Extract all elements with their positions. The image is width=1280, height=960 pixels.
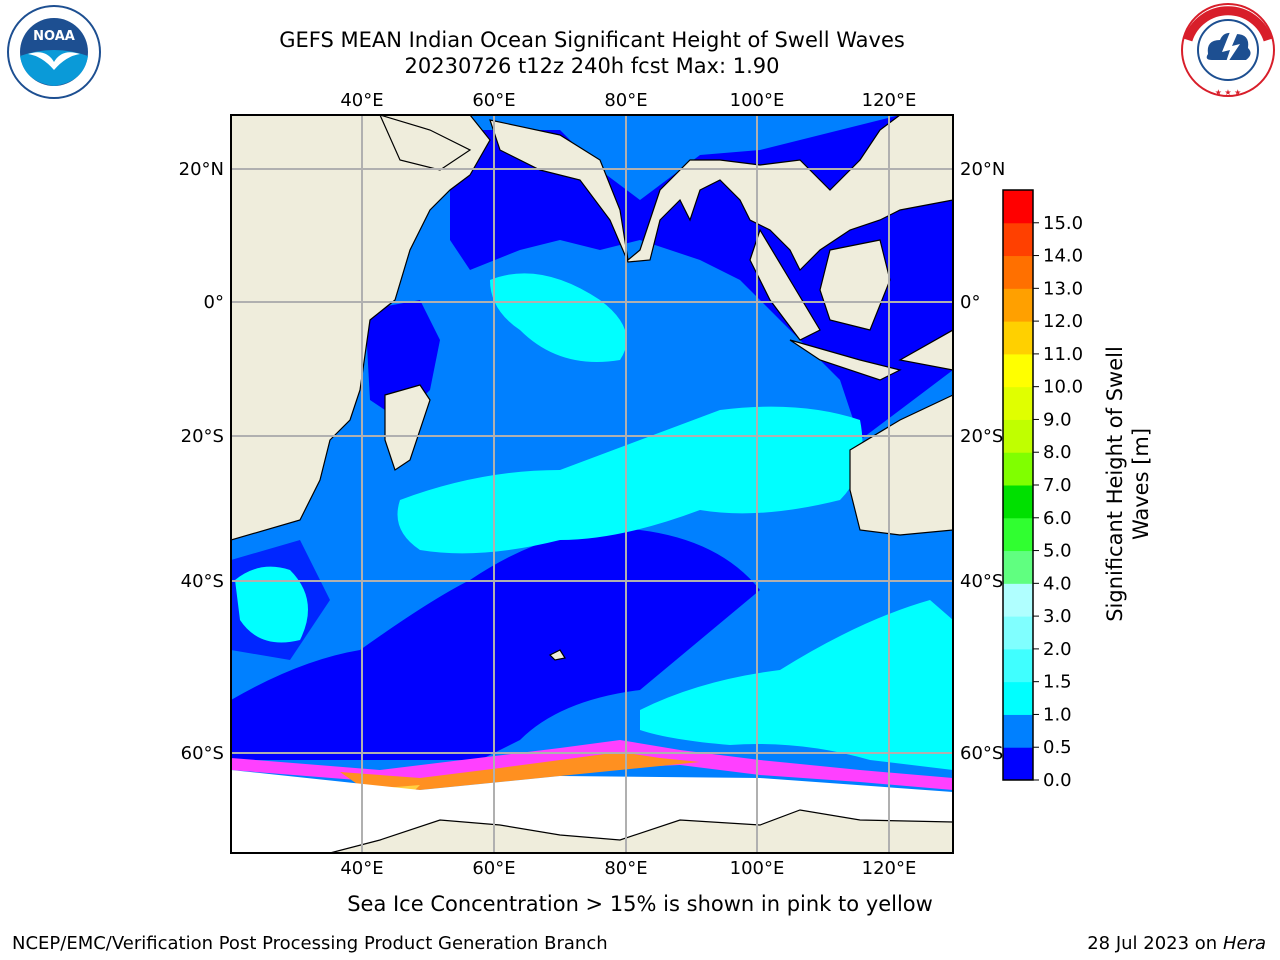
footer-date-text: 28 Jul 2023 on: [1087, 933, 1223, 954]
lat-tick-left: 20°S: [181, 426, 224, 447]
colorbar-segment: [1003, 288, 1033, 322]
colorbar-tick-label: 8.0: [1043, 442, 1072, 463]
colorbar-tick-label: 3.0: [1043, 606, 1072, 627]
colorbar-tick-label: 4.0: [1043, 573, 1072, 594]
svg-text:NOAA: NOAA: [33, 29, 75, 44]
lon-tick-bottom: 40°E: [340, 858, 383, 879]
colorbar-tick-label: 14.0: [1043, 246, 1083, 267]
colorbar-segment: [1003, 190, 1033, 224]
colorbar-tick-label: 6.0: [1043, 508, 1072, 529]
lat-tick-right: 20°S: [960, 426, 1003, 447]
colorbar-label-line2: Waves [m]: [1129, 427, 1153, 541]
lon-tick-bottom: 80°E: [604, 858, 647, 879]
nws-logo-icon: ★ ★ ★: [1181, 3, 1275, 97]
colorbar-tick-label: 15.0: [1043, 213, 1083, 234]
lon-tick-bottom: 60°E: [472, 858, 515, 879]
footer-branch: NCEP/EMC/Verification Post Processing Pr…: [12, 933, 608, 954]
sea-ice-caption: Sea Ice Concentration > 15% is shown in …: [347, 892, 933, 916]
colorbar-segment: [1003, 714, 1033, 748]
svg-text:★ ★ ★: ★ ★ ★: [1215, 88, 1242, 97]
colorbar-segment: [1003, 681, 1033, 715]
footer-host: Hera: [1222, 933, 1266, 954]
colorbar-segment: [1003, 321, 1033, 355]
map-gridlines: [231, 115, 953, 853]
colorbar-tick-label: 1.5: [1043, 672, 1072, 693]
chart-subtitle: 20230726 t12z 240h fcst Max: 1.90: [404, 54, 780, 78]
footer-date: 28 Jul 2023 on Hera: [1087, 933, 1266, 954]
colorbar-segment: [1003, 550, 1033, 584]
lat-tick-right: 20°N: [960, 159, 1005, 180]
chart-title: GEFS MEAN Indian Ocean Significant Heigh…: [279, 28, 905, 52]
lat-tick-left: 20°N: [179, 159, 224, 180]
colorbar-tick-label: 7.0: [1043, 475, 1072, 496]
map-plot-area: [231, 115, 953, 853]
colorbar-segment: [1003, 517, 1033, 552]
lon-tick-bottom: 100°E: [730, 858, 785, 879]
lon-tick-top: 120°E: [862, 90, 917, 111]
colorbar-segment: [1003, 255, 1033, 289]
colorbar-tick-label: 11.0: [1043, 344, 1083, 365]
swell-band-1.0-1.5: [235, 273, 953, 770]
colorbar-tick-label: 5.0: [1043, 541, 1072, 562]
colorbar-tick-label: 0.0: [1043, 770, 1072, 791]
map-frame: [230, 114, 954, 854]
colorbar-segment: [1003, 747, 1033, 781]
lon-tick-top: 60°E: [472, 90, 515, 111]
colorbar: 0.0 0.5 1.0 1.5 2.0 3.0 4.0 5.0 6.0 7.0 8.0 9.0 10.0…: [1002, 189, 1083, 791]
lat-tick-left: 40°S: [181, 571, 224, 592]
colorbar-segment: [1003, 353, 1033, 388]
noaa-logo-icon: NOAA: [7, 5, 101, 99]
lon-tick-bottom: 120°E: [862, 858, 917, 879]
lon-tick-top: 40°E: [340, 90, 383, 111]
colorbar-tick-label: 12.0: [1043, 311, 1083, 332]
colorbar-segment: [1003, 386, 1033, 420]
colorbar-tick-label: 2.0: [1043, 639, 1072, 660]
colorbar-segment: [1003, 485, 1033, 519]
colorbar-tick-label: 0.5: [1043, 737, 1072, 758]
colorbar-tick-label: 1.0: [1043, 704, 1072, 725]
colorbar-tick-label: 13.0: [1043, 278, 1083, 299]
colorbar-segment: [1003, 452, 1033, 486]
lat-tick-left: 0°: [204, 292, 224, 313]
land-masses: [231, 115, 953, 853]
lon-tick-top: 100°E: [730, 90, 785, 111]
colorbar-segment: [1003, 616, 1033, 650]
lat-tick-right: 0°: [960, 292, 980, 313]
lat-tick-right: 40°S: [960, 571, 1003, 592]
lon-tick-top: 80°E: [604, 90, 647, 111]
colorbar-label-line1: Significant Height of Swell: [1103, 346, 1127, 622]
colorbar-segment: [1003, 222, 1033, 257]
lat-tick-right: 60°S: [960, 743, 1003, 764]
lat-tick-left: 60°S: [181, 743, 224, 764]
colorbar-segment: [1003, 648, 1033, 683]
colorbar-segment: [1003, 419, 1033, 453]
colorbar-tick-label: 9.0: [1043, 409, 1072, 430]
colorbar-segment: [1003, 583, 1033, 617]
colorbar-tick-label: 10.0: [1043, 377, 1083, 398]
